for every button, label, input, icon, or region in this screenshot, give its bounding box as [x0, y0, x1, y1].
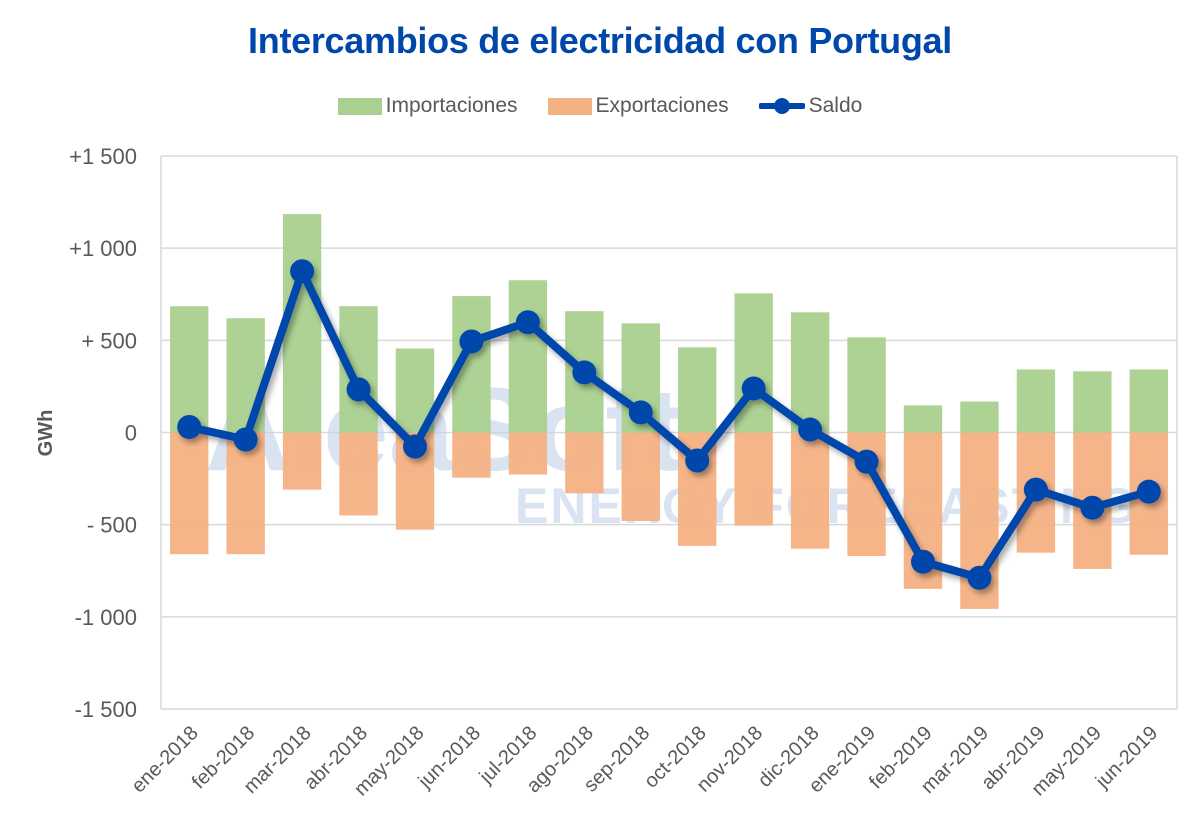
bar-importaciones-dic-2018: [790, 312, 830, 433]
bar-exportaciones-ago-2018: [565, 432, 604, 494]
saldo-point-abr-2019: [1023, 477, 1048, 502]
saldo-point-sep-2018: [628, 400, 653, 425]
bar-importaciones-feb-2019: [903, 405, 943, 433]
saldo-line: [185, 267, 1153, 582]
saldo-point-jun-2019: [1136, 479, 1161, 504]
y-tick-label: 0: [125, 421, 137, 446]
x-tick-label: ene-2018: [127, 722, 202, 797]
saldo-point-may-2018: [403, 434, 427, 459]
y-tick-label: + 500: [81, 328, 137, 353]
bar-exportaciones-ene-2018: [170, 432, 209, 555]
bar-exportaciones-feb-2018: [226, 432, 265, 555]
saldo-point-jul-2018: [515, 310, 540, 335]
saldo-point-mar-2019: [967, 565, 992, 590]
y-tick-label: -1 500: [75, 697, 137, 722]
bar-importaciones-may-2019: [1073, 371, 1112, 433]
x-tick-label: jun-2018: [414, 722, 485, 793]
bar-exportaciones-jun-2018: [452, 432, 491, 478]
saldo-point-ene-2019: [854, 449, 879, 474]
saldo-point-feb-2019: [911, 549, 935, 574]
legend-item-exportaciones: Exportaciones: [547, 94, 729, 118]
y-tick-label: -1 000: [75, 605, 137, 630]
saldo-point-nov-2018: [741, 376, 766, 401]
bar-importaciones-jul-2018: [508, 280, 548, 433]
x-tick-label: jun-2019: [1091, 722, 1162, 793]
bar-importaciones-mar-2018: [282, 214, 322, 433]
chart-title: Intercambios de electricidad con Portuga…: [248, 20, 952, 61]
legend-label-exportaciones: Exportaciones: [595, 94, 729, 117]
saldo-point-abr-2018: [346, 377, 371, 402]
y-tick-label: +1 000: [69, 236, 137, 261]
legend-swatch-importaciones: [337, 97, 382, 115]
saldo-series: [177, 259, 1161, 590]
bar-importaciones-mar-2019: [960, 401, 999, 433]
saldo-point-dic-2018: [798, 417, 823, 442]
y-axis-title: GWh: [35, 410, 57, 457]
bar-importaciones-jun-2019: [1129, 369, 1168, 433]
bar-exportaciones-abr-2018: [339, 432, 378, 516]
bar-importaciones-oct-2018: [678, 347, 717, 433]
saldo-point-mar-2018: [290, 259, 315, 284]
saldo-point-ene-2018: [177, 414, 202, 439]
saldo-point-oct-2018: [685, 448, 710, 473]
bar-exportaciones-dic-2018: [790, 432, 830, 549]
legend-swatch-exportaciones: [547, 97, 592, 115]
legend: Importaciones Exportaciones Saldo: [0, 94, 1200, 118]
bar-importaciones-ene-2018: [170, 306, 209, 433]
bar-exportaciones-mar-2018: [282, 432, 322, 490]
bar-importaciones-feb-2018: [226, 318, 265, 433]
y-tick-label: +1 500: [69, 144, 137, 169]
saldo-point-jun-2018: [459, 329, 484, 354]
y-tick-label: - 500: [87, 513, 137, 538]
saldo-point-may-2019: [1080, 495, 1105, 520]
saldo-point-feb-2018: [233, 427, 258, 452]
legend-label-saldo: Saldo: [808, 94, 863, 117]
bar-exportaciones-nov-2018: [734, 432, 773, 526]
legend-line-marker-icon: [758, 98, 805, 114]
legend-item-saldo: Saldo: [758, 94, 863, 118]
saldo-point-ago-2018: [572, 360, 597, 385]
legend-label-importaciones: Importaciones: [385, 94, 518, 117]
bar-exportaciones-sep-2018: [621, 432, 660, 521]
bar-importaciones-ene-2019: [847, 337, 886, 433]
bar-exportaciones-jul-2018: [508, 432, 548, 475]
bar-importaciones-abr-2019: [1016, 369, 1056, 433]
legend-item-importaciones: Importaciones: [337, 94, 518, 118]
